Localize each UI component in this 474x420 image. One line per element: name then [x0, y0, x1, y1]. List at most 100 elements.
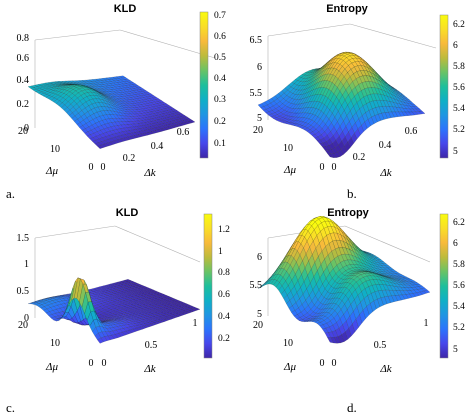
y-tick-label: 0 [320, 162, 325, 173]
panel-b-colorbar [439, 14, 449, 159]
panel-d-xlabel: Δk [379, 363, 392, 375]
panel-d-z-ticks: 5 5.5 6 [250, 252, 263, 320]
panel-a-colorbar [199, 11, 209, 159]
panel-a-ylabel: Δμ [45, 165, 58, 177]
surface-patch [418, 111, 426, 115]
colorbar-tick: 1 [218, 247, 223, 257]
panel-c-title: KLD [116, 207, 139, 219]
surface-patch [188, 120, 196, 124]
colorbar-tick: 6 [453, 41, 458, 51]
z-tick-label: 6 [257, 252, 262, 263]
z-tick-label: 5.5 [250, 88, 263, 99]
x-tick-label: 0 [102, 358, 107, 369]
colorbar-tick: 0.1 [214, 139, 226, 149]
x-tick-label: 0 [101, 162, 106, 173]
panel-a-axes [34, 29, 216, 128]
panel-a-colorbar-ticks: 0.1 0.2 0.3 0.4 0.5 0.6 0.7 [214, 11, 226, 149]
colorbar-tick: 5 [453, 147, 458, 157]
panel-c: KLD 0 0.5 1 1.5 20 10 0 0 0.5 1 Δμ Δk 0.… [6, 207, 230, 415]
colorbar-tick: 0.6 [214, 32, 226, 42]
panel-d: Entropy 5 5.5 6 20 10 0 0 0.5 1 Δμ Δk 5 … [250, 207, 466, 415]
panel-d-colorbar-ticks: 5 5.2 5.4 5.6 5.8 6 6.2 [453, 218, 465, 355]
z-tick-label: 0.6 [17, 53, 30, 64]
panel-b: Entropy 5 5.5 6 6.5 20 10 0 0 0.2 0.4 0.… [250, 3, 466, 201]
panel-a-label: a. [6, 186, 15, 201]
y-tick-label: 10 [283, 338, 293, 349]
colorbar-tick: 5.8 [453, 62, 465, 72]
surface-patch [193, 308, 201, 311]
colorbar-tick: 5.6 [453, 281, 465, 291]
y-tick-label: 20 [253, 320, 263, 331]
panel-b-y-ticks: 20 10 0 [253, 125, 325, 173]
y-tick-label: 0 [89, 358, 94, 369]
colorbar-tick: 0.5 [214, 53, 226, 63]
x-tick-label: 0 [332, 162, 337, 173]
y-tick-label: 20 [253, 125, 263, 136]
y-tick-label: 10 [50, 144, 60, 155]
x-tick-label: 0 [332, 358, 337, 369]
z-tick-label: 0.5 [17, 286, 30, 297]
x-tick-label: 0.4 [151, 141, 164, 152]
y-tick-label: 0 [89, 162, 94, 173]
panel-b-colorbar-ticks: 5 5.2 5.4 5.6 5.8 6 6.2 [453, 20, 465, 157]
colorbar-tick: 0.2 [218, 334, 230, 344]
z-tick-label: 0.2 [17, 99, 30, 110]
x-tick-label: 0.6 [177, 127, 190, 138]
panel-c-ylabel: Δμ [45, 361, 58, 373]
x-tick-label: 0.5 [145, 340, 158, 351]
y-tick-label: 0 [320, 358, 325, 369]
z-tick-label: 6.5 [250, 35, 263, 46]
panel-c-y-ticks: 20 10 0 [18, 320, 94, 369]
z-tick-label: 6 [257, 62, 262, 73]
panel-b-xlabel: Δk [379, 167, 392, 179]
panel-c-z-ticks: 0 0.5 1 1.5 [17, 233, 30, 324]
panel-b-x-ticks: 0 0.2 0.4 0.6 [332, 126, 418, 173]
panel-d-x-ticks: 0 0.5 1 [332, 318, 429, 369]
colorbar-tick: 6.2 [453, 20, 465, 30]
panel-a-xlabel: Δk [143, 167, 156, 179]
colorbar-tick: 5.4 [453, 104, 465, 114]
colorbar-tick: 0.6 [218, 290, 230, 300]
x-tick-label: 0.6 [405, 126, 418, 137]
colorbar-tick: 0.2 [214, 117, 226, 127]
panel-a-x-ticks: 0 0.2 0.4 0.6 [101, 127, 190, 173]
colorbar-tick: 5.2 [453, 125, 465, 135]
z-tick-label: 5 [257, 113, 262, 124]
panel-b-surface [257, 51, 426, 158]
panel-b-z-ticks: 5 5.5 6 6.5 [250, 35, 263, 124]
colorbar-tick: 0.7 [214, 11, 226, 21]
x-tick-label: 1 [424, 318, 429, 329]
x-tick-label: 0.5 [374, 340, 387, 351]
colorbar-tick: 5.8 [453, 260, 465, 270]
colorbar-tick: 0.4 [218, 312, 230, 322]
panel-d-label: d. [347, 400, 357, 415]
panel-c-label: c. [6, 400, 15, 415]
colorbar-tick: 0.3 [214, 95, 226, 105]
panel-d-y-ticks: 20 10 0 [253, 320, 325, 369]
panel-c-x-ticks: 0 0.5 1 [102, 318, 198, 369]
panel-b-ylabel: Δμ [283, 164, 296, 176]
z-tick-label: 0 [24, 123, 29, 134]
panel-d-ylabel: Δμ [283, 361, 296, 373]
z-tick-label: 5.5 [250, 280, 263, 291]
y-tick-label: 10 [50, 338, 60, 349]
panel-d-title: Entropy [327, 207, 369, 219]
panel-c-colorbar-ticks: 0.2 0.4 0.6 0.8 1 1.2 [218, 225, 230, 344]
panel-c-xlabel: Δk [143, 363, 156, 375]
colorbar-tick: 5 [453, 345, 458, 355]
z-tick-label: 0.4 [17, 75, 30, 86]
z-tick-label: 0 [24, 313, 29, 324]
panel-a-title: KLD [114, 3, 137, 15]
z-tick-label: 5 [257, 309, 262, 320]
panel-d-surface [257, 216, 431, 344]
z-tick-label: 1 [24, 259, 29, 270]
y-tick-label: 20 [18, 126, 28, 137]
panel-b-title: Entropy [326, 3, 368, 15]
x-tick-label: 0.2 [353, 152, 366, 163]
panel-c-surface [27, 277, 201, 344]
colorbar-tick: 0.8 [218, 268, 230, 278]
z-tick-label: 1.5 [17, 233, 30, 244]
colorbar-tick: 0.4 [214, 74, 226, 84]
panel-d-colorbar [439, 213, 449, 359]
colorbar-tick: 5.6 [453, 83, 465, 93]
